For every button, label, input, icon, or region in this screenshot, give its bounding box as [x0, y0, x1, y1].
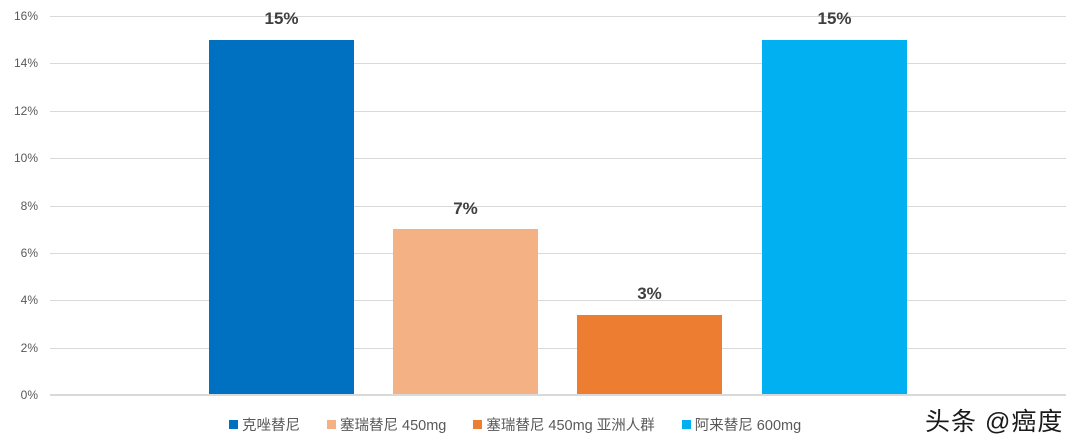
plot-area: 15% 7% 3% 15% [50, 9, 1066, 396]
legend: 克唑替尼 塞瑞替尼 450mg 塞瑞替尼 450mg 亚洲人群 阿来替尼 600… [229, 414, 828, 435]
y-tick-16: 16% [13, 9, 38, 23]
gridline [50, 300, 1066, 302]
bar-crizotinib [209, 40, 354, 395]
bar-alectinib-600 [762, 40, 907, 395]
y-tick-6: 6% [20, 245, 38, 260]
y-tick-4: 4% [20, 293, 38, 308]
legend-item: 塞瑞替尼 450mg [327, 414, 446, 435]
y-tick-10: 10% [13, 151, 38, 166]
legend-label: 克唑替尼 [242, 418, 300, 434]
legend-swatch-icon [327, 420, 336, 429]
data-label-ceritinib-450-asian: 3% [637, 284, 662, 303]
legend-swatch-icon [229, 420, 238, 429]
legend-label: 阿来替尼 600mg [694, 418, 802, 434]
data-label-ceritinib-450: 7% [453, 199, 478, 218]
legend-swatch-icon [681, 420, 691, 429]
legend-item: 塞瑞替尼 450mg 亚洲人群 [473, 414, 655, 435]
gridline [50, 347, 1066, 349]
legend-label: 塞瑞替尼 450mg [340, 418, 447, 434]
y-tick-2: 2% [20, 340, 38, 355]
gridline [50, 16, 1066, 17]
legend-item: 克唑替尼 [229, 414, 300, 435]
legend-swatch-icon [473, 420, 483, 429]
bar-ceritinib-450-asian [577, 315, 722, 395]
y-tick-0: 0% [20, 388, 38, 402]
data-label-alectinib-600: 15% [817, 9, 852, 28]
watermark: 头条 @癌度 [925, 408, 1064, 436]
y-tick-14: 14% [13, 56, 38, 71]
data-label-crizotinib: 15% [264, 9, 299, 28]
gridline [50, 252, 1066, 254]
x-axis-baseline [50, 394, 1066, 396]
gridline [50, 158, 1066, 160]
bar-ceritinib-450 [393, 229, 538, 395]
gridline [50, 63, 1066, 65]
y-tick-12: 12% [13, 103, 38, 118]
gridline [50, 110, 1066, 112]
legend-label: 塞瑞替尼 450mg 亚洲人群 [486, 418, 655, 434]
legend-item: 阿来替尼 600mg [681, 414, 802, 435]
gridline [50, 205, 1066, 207]
y-tick-8: 8% [20, 198, 38, 213]
